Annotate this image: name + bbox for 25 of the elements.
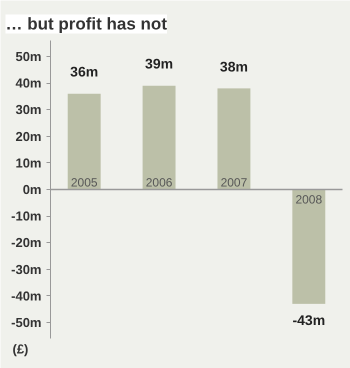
y-tick-label: 20m	[15, 128, 42, 144]
bar	[217, 88, 250, 190]
data-label: 38m	[220, 58, 248, 74]
y-tick-label: 0m	[22, 182, 42, 197]
data-label: 36m	[70, 64, 98, 80]
y-tick-label: -10m	[11, 208, 42, 224]
x-tick-label: 2006	[146, 176, 173, 190]
y-tick-label: -20m	[11, 235, 42, 250]
x-tick-label: 2008	[295, 192, 322, 206]
y-tick-label: 10m	[15, 155, 42, 170]
bar	[292, 190, 326, 304]
data-label: -43m	[292, 312, 326, 328]
x-tick-label: 2005	[70, 176, 98, 190]
y-axis-title: (£)	[12, 342, 28, 356]
bar	[68, 94, 101, 190]
y-tick-label: 30m	[15, 102, 42, 118]
y-tick-label: -50m	[11, 315, 42, 330]
x-tick-label: 2007	[220, 176, 248, 190]
bar	[142, 86, 176, 190]
y-tick-label: -40m	[11, 288, 42, 304]
y-tick-label: -30m	[11, 262, 42, 277]
y-tick-label: 40m	[15, 76, 42, 91]
y-tick-label: 50m	[15, 48, 42, 64]
chart-title: … but profit has not	[6, 14, 168, 34]
data-label: 39m	[145, 56, 174, 72]
